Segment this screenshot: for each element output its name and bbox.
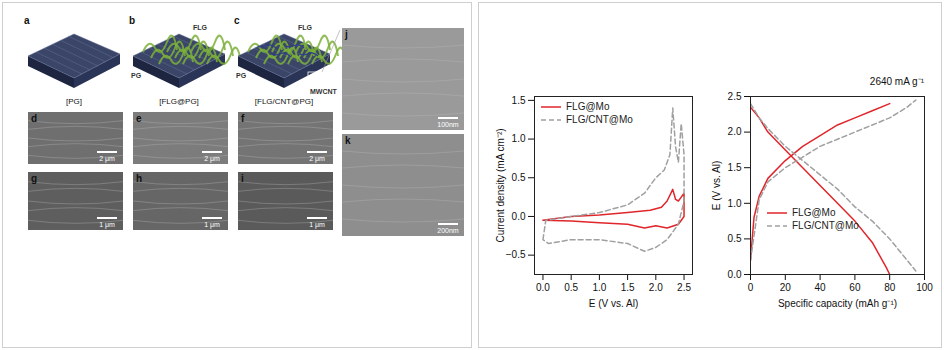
svg-text:h: h (136, 173, 142, 184)
svg-text:100nm: 100nm (437, 121, 459, 128)
svg-text:2.0: 2.0 (649, 282, 663, 293)
svg-text:80: 80 (884, 282, 896, 293)
svg-text:b: b (129, 15, 135, 26)
svg-text:FLG: FLG (298, 24, 313, 31)
svg-text:j: j (344, 29, 348, 40)
svg-text:1.0: 1.0 (512, 133, 526, 144)
svg-text:200nm: 200nm (437, 227, 459, 234)
svg-text:a: a (24, 15, 30, 26)
svg-text:d: d (31, 113, 37, 124)
svg-text:i: i (241, 173, 244, 184)
svg-text:k: k (345, 135, 351, 146)
svg-text:[PG]: [PG] (66, 97, 82, 106)
svg-text:1.5: 1.5 (728, 162, 742, 173)
html-text:FLG/CNT@Mo: FLG/CNT@Mo (792, 220, 859, 231)
svg-text:2.5: 2.5 (677, 282, 691, 293)
svg-text:40: 40 (815, 282, 827, 293)
svg-text:1.5: 1.5 (512, 95, 526, 106)
svg-text:0.0: 0.0 (512, 211, 526, 222)
svg-text:1.0: 1.0 (592, 282, 606, 293)
svg-text:Current density (mA cm⁻²): Current density (mA cm⁻²) (495, 128, 506, 242)
svg-text:1.5: 1.5 (621, 282, 635, 293)
svg-text:1 μm: 1 μm (99, 221, 115, 229)
svg-text:2 μm: 2 μm (204, 155, 220, 163)
svg-text:g: g (31, 173, 37, 184)
svg-text:MWCNT: MWCNT (310, 88, 338, 95)
svg-text:60: 60 (849, 282, 861, 293)
svg-text:0.5: 0.5 (728, 233, 742, 244)
svg-text:0.5: 0.5 (564, 282, 578, 293)
html-text:FLG@Mo: FLG@Mo (566, 101, 610, 112)
svg-text:1.0: 1.0 (728, 198, 742, 209)
svg-text:PG: PG (236, 72, 247, 79)
svg-text:f: f (241, 113, 245, 124)
svg-text:20: 20 (780, 282, 792, 293)
svg-text:100: 100 (916, 282, 933, 293)
svg-text:[FLG/CNT@PG]: [FLG/CNT@PG] (255, 97, 313, 106)
svg-text:FLG: FLG (193, 24, 208, 31)
svg-text:1 μm: 1 μm (309, 221, 325, 229)
svg-text:c: c (234, 15, 240, 26)
svg-text:Specific capacity (mAh g⁻¹): Specific capacity (mAh g⁻¹) (778, 298, 897, 309)
svg-text:−0.5: −0.5 (506, 249, 526, 260)
html-text:2640 mA g⁻¹: 2640 mA g⁻¹ (869, 76, 924, 87)
svg-text:0.5: 0.5 (512, 172, 526, 183)
svg-text:2 μm: 2 μm (309, 155, 325, 163)
svg-text:E (V vs. Al): E (V vs. Al) (589, 298, 638, 309)
svg-text:[FLG@PG]: [FLG@PG] (159, 97, 199, 106)
svg-text:1 μm: 1 μm (204, 221, 220, 229)
svg-text:e: e (136, 113, 142, 124)
svg-text:2.0: 2.0 (728, 126, 742, 137)
svg-text:PG: PG (131, 72, 142, 79)
svg-text:0.0: 0.0 (536, 282, 550, 293)
svg-text:E (V vs. Al): E (V vs. Al) (711, 161, 722, 210)
svg-text:2 μm: 2 μm (99, 155, 115, 163)
html-text:FLG/CNT@Mo: FLG/CNT@Mo (566, 114, 633, 125)
svg-text:0.0: 0.0 (728, 269, 742, 280)
svg-text:2.5: 2.5 (728, 91, 742, 102)
html-text:FLG@Mo: FLG@Mo (792, 207, 836, 218)
svg-text:0: 0 (748, 282, 754, 293)
